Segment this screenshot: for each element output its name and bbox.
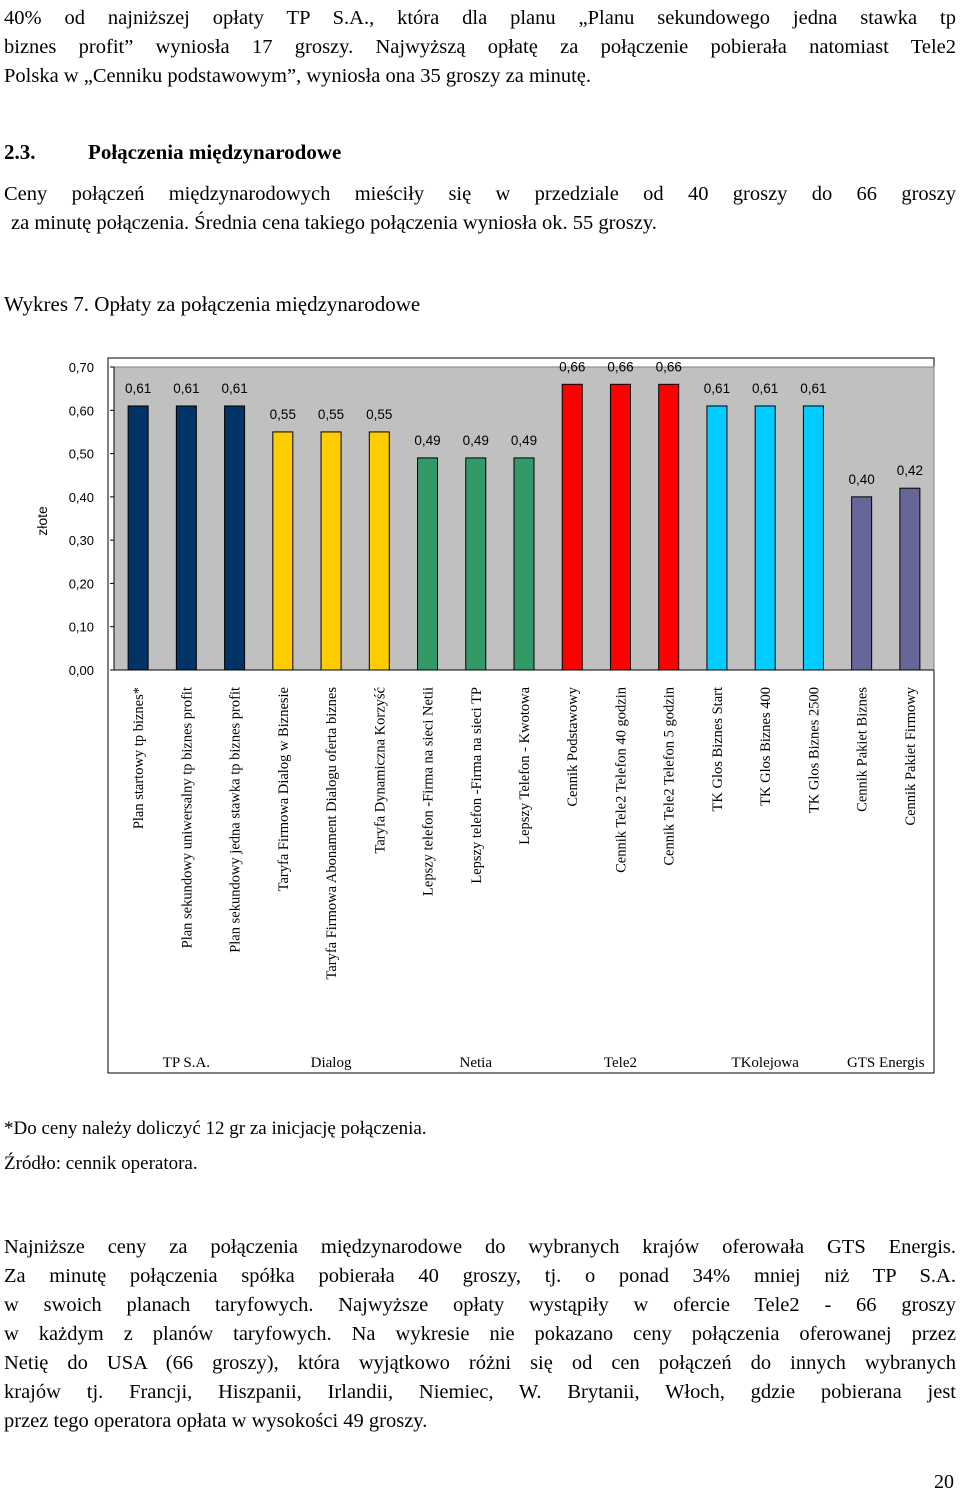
intro-line: 40% od najniższej opłaty TP S.A., która … [4,7,956,29]
chart-value-labels: 0,61 0,61 0,61 0,55 0,55 0,55 0,49 0,49 0,49 0,66… [125,359,923,487]
bar-value-label: 0,55 [270,407,296,422]
summary-line: Netię do USA (66 groszy), która wyjątkow… [4,1352,956,1374]
bar-value-label: 0,66 [656,359,682,374]
category-label: Cennik Podstawowy [565,686,581,806]
section-title: Połączenia międzynarodowe [88,140,342,164]
category-label: Lepszy telefon -Firma na sieci TP [469,687,485,884]
chart-bars [127,383,921,671]
section-line: Ceny połączeń międzynarodowych mieściły … [4,183,956,205]
bar-value-label: 0,61 [173,381,199,396]
y-tick-label: 0,40 [69,490,94,505]
category-label: TK Glos Biznes 400 [758,687,774,806]
bar-value-label: 0,61 [704,381,730,396]
category-label: TK Glos Biznes Start [710,687,726,811]
y-tick-label: 0,70 [69,360,94,375]
bar [320,431,342,671]
bar [658,383,680,671]
group-label: Netia [460,1055,493,1071]
bar [417,457,439,671]
page-number: 20 [934,1471,954,1493]
bar-value-label: 0,42 [897,463,923,478]
intro-paragraph: 40% od najniższej opłaty TP S.A., która … [4,4,956,91]
bar-value-label: 0,40 [849,472,875,487]
bar [851,496,873,671]
bar-value-label: 0,66 [559,359,585,374]
bar [802,405,824,671]
category-label: Cennik Pakiet Firmowy [903,686,919,825]
group-label: TKolejowa [731,1055,799,1071]
chart-category-labels: Plan startowy tp biznes* Plan sekundowy u… [131,686,919,979]
bar [368,431,390,671]
y-tick-label: 0,10 [69,620,94,635]
source-note: Źródło: cennik operatora. [4,1153,198,1174]
summary-line: przez tego operatora opłata w wysokości … [4,1410,428,1432]
bar-value-label: 0,66 [607,359,633,374]
bar-value-label: 0,49 [511,433,537,448]
bar-value-label: 0,61 [800,381,826,396]
bar-value-label: 0,61 [752,381,778,396]
group-label: Dialog [311,1055,352,1071]
y-tick-label: 0,20 [69,576,94,591]
bar-value-label: 0,61 [125,381,151,396]
group-label: TP S.A. [163,1055,210,1071]
bar [754,405,776,671]
bar [899,487,921,671]
bar-value-label: 0,55 [366,407,392,422]
y-tick-label: 0,00 [69,663,94,678]
bar [224,405,246,671]
y-tick-label: 0,50 [69,447,94,462]
section-paragraph: Ceny połączeń międzynarodowych mieściły … [4,180,956,238]
section-line: za minutę połączenia. Średnia cena takie… [11,212,657,234]
bar [465,457,487,671]
group-label: GTS Energis [847,1055,925,1071]
summary-line: Najniższe ceny za połączenia międzynarod… [4,1236,956,1258]
intro-line: biznes profit” wyniosła 17 groszy. Najwy… [4,36,956,58]
summary-line: Za minutę połączenia spółka pobierała 40… [4,1265,956,1287]
bar [561,383,583,671]
intro-line: Polska w „Cenniku podstawowym”, wyniosła… [4,65,592,87]
category-label: Plan sekundowy uniwersalny tp biznes pro… [179,687,195,948]
bar-value-label: 0,61 [221,381,247,396]
summary-line: w swoich planach taryfowych. Najwyższe o… [4,1294,956,1316]
bar [272,431,294,671]
category-label: Plan sekundowy jedna stawka tp biznes pr… [228,687,244,953]
y-axis-title: złote [34,506,50,536]
bar [513,457,535,671]
y-tick-label: 0,30 [69,533,94,548]
bar-value-label: 0,55 [318,407,344,422]
category-label: Plan startowy tp biznes* [131,687,147,829]
category-label: TK Glos Biznes 2500 [806,687,822,813]
category-label: Taryfa Firmowa Dialog w Biznesie [276,687,292,891]
summary-paragraph: Najniższe ceny za połączenia międzynarod… [4,1233,956,1436]
footnote: *Do ceny należy doliczyć 12 gr za inicja… [4,1118,427,1139]
category-label: Lepszy Telefon - Kwotowa [517,686,533,844]
y-tick-label: 0,60 [69,403,94,418]
chart-frame [107,357,935,1074]
chart-group-labels: TP S.A. Dialog Netia Tele2 TKolejowa GTS Ener… [163,1055,925,1071]
bar-chart: 0,00 0,10 0,20 0,30 0,40 0,50 0,60 0,70 złote 0,… [34,357,935,1074]
bar [609,383,631,671]
bar-value-label: 0,49 [463,433,489,448]
group-label: Tele2 [604,1055,637,1071]
section-number: 2.3. [4,140,36,164]
bar [175,405,197,671]
category-label: Taryfa Dynamiczna Korzyść [372,687,388,853]
category-label: Cennik Tele2 Telefon 5 godzin [662,686,678,865]
category-label: Lepszy telefon -Firma na sieci Netii [421,687,437,896]
summary-line: w każdym z planów taryfowych. Na wykresi… [4,1323,956,1345]
bar [127,405,149,671]
summary-line: krajów tj. Francji, Hiszpanii, Irlandii,… [4,1381,956,1403]
category-label: Cennik Pakiet Biznes [855,687,871,812]
section-heading: 2.3. Połączenia międzynarodowe [4,140,341,165]
category-label: Taryfa Firmowa Abonament Dialogu oferta … [324,687,340,980]
category-label: Cennik Tele2 Telefon 40 godzin [613,686,629,873]
bar [706,405,728,671]
figure-caption: Wykres 7. Opłaty za połączenia międzynar… [4,292,421,316]
bar-value-label: 0,49 [414,433,440,448]
